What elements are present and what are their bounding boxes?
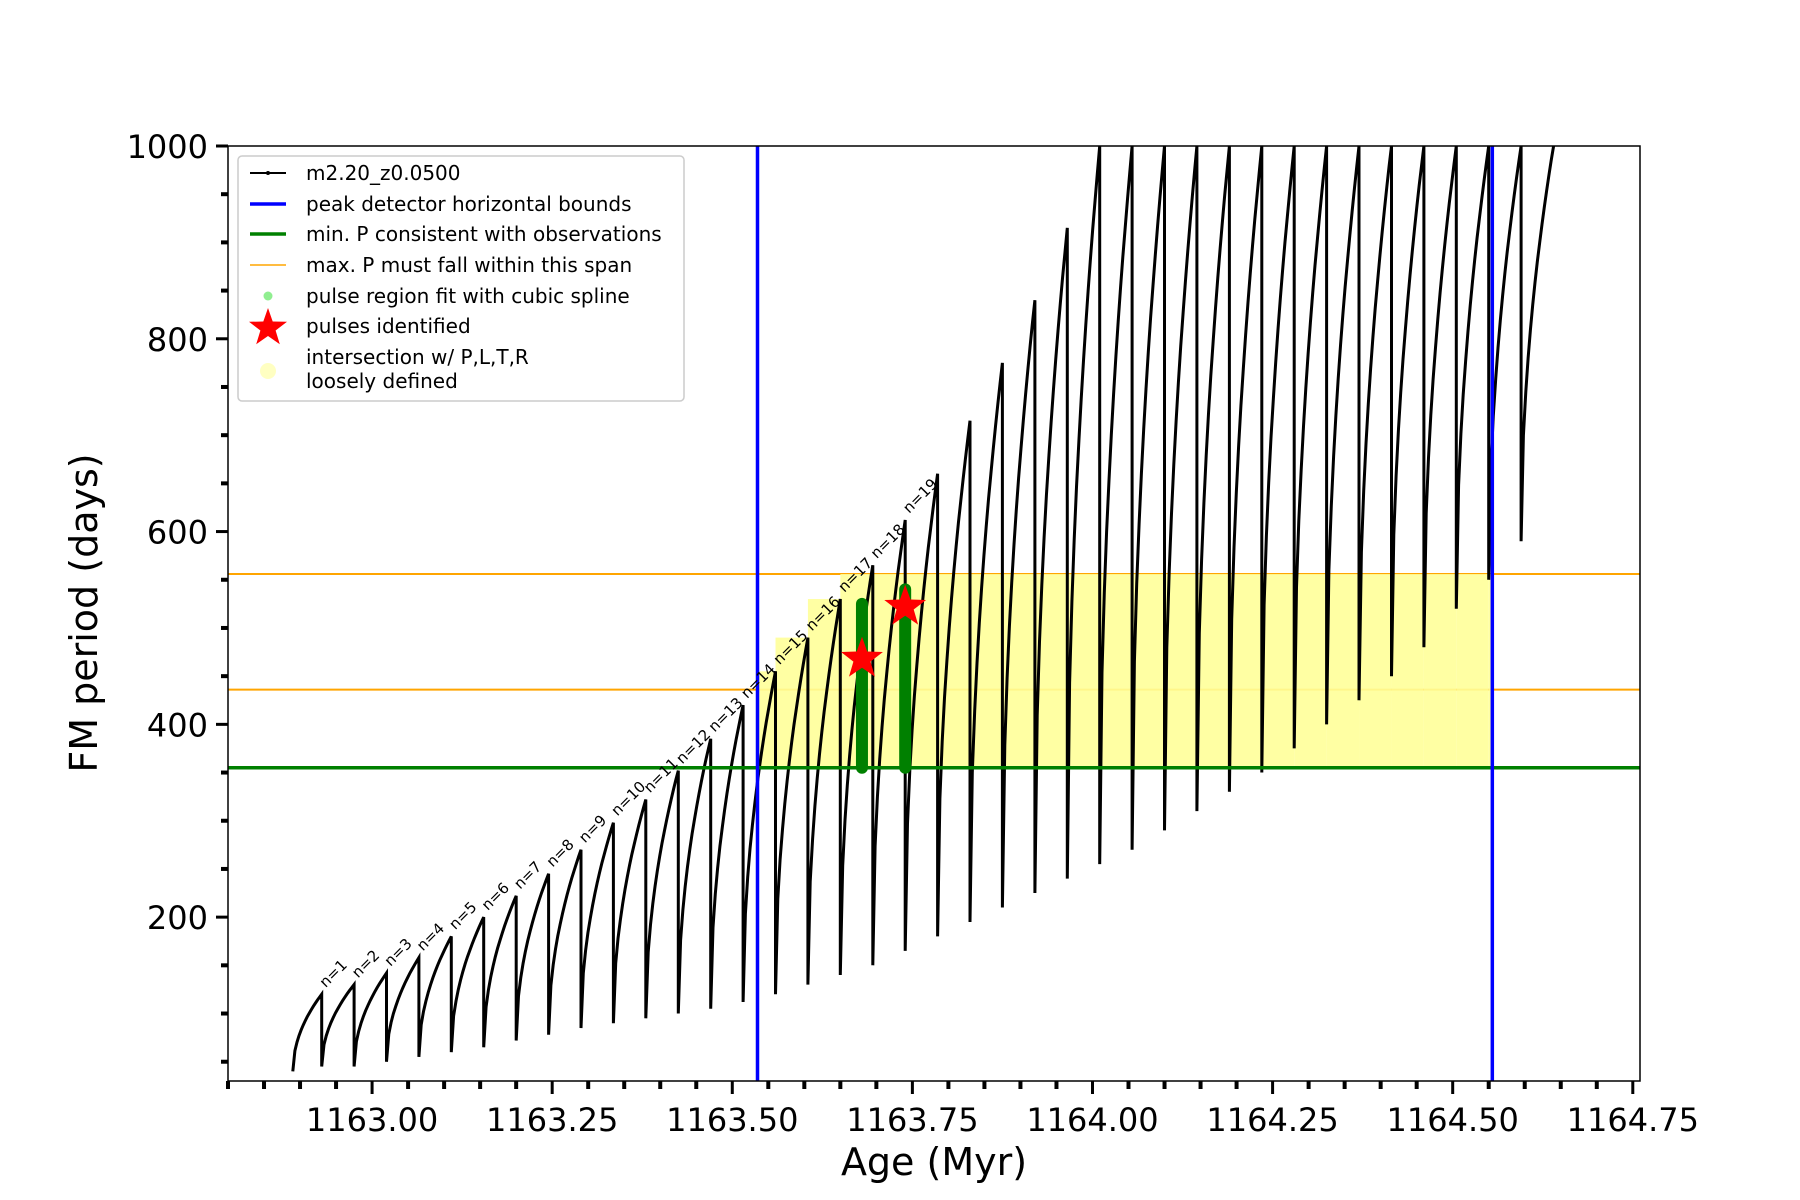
intersection-region-35 — [1391, 573, 1424, 768]
plot-frame — [227, 145, 1641, 1082]
x-tick-label: 1163.00 — [306, 1101, 438, 1139]
intersection-region-38 — [1488, 573, 1493, 768]
legend-label-maxp: max. P must fall within this span — [306, 253, 632, 277]
legend-box — [237, 155, 685, 402]
pulse-star-1 — [841, 636, 883, 677]
legend-label-spline: pulse region fit with cubic spline — [306, 284, 630, 308]
legend-label-minp: min. P consistent with observations — [306, 222, 662, 246]
pulse-star-2 — [884, 584, 927, 625]
intersection-region-29 — [1196, 573, 1230, 768]
x-tick-label: 1164.25 — [1206, 1101, 1338, 1139]
intersection-region-33 — [1326, 573, 1360, 768]
intersection-region-36 — [1423, 573, 1457, 768]
x-axis-title: Age (Myr) — [841, 1140, 1027, 1184]
x-tick-label: 1163.75 — [846, 1101, 978, 1139]
intersection-region-30 — [1229, 573, 1262, 768]
intersection-region-34 — [1359, 573, 1392, 768]
legend-label-intersect: intersection w/ P,L,T,R — [306, 345, 529, 369]
y-tick-label: 600 — [147, 514, 208, 552]
legend-label-bounds: peak detector horizontal bounds — [306, 192, 632, 216]
intersection-region-28 — [1164, 573, 1197, 768]
y-tick-label: 400 — [147, 706, 208, 744]
y-tick-label: 800 — [147, 321, 208, 359]
x-tick-label: 1163.50 — [666, 1101, 798, 1139]
axis-ticks: 1163.00 1163.25 1163.50 1163.75 1164.00 1164.… — [127, 128, 1699, 1139]
x-tick-label: 1163.25 — [486, 1101, 618, 1139]
legend-label-pulses: pulses identified — [306, 314, 471, 338]
intersection-region-32 — [1294, 573, 1327, 768]
legend-handle-pulses — [249, 308, 287, 345]
legend-handle-track-marker — [266, 171, 270, 175]
x-tick-label: 1164.75 — [1567, 1101, 1699, 1139]
x-tick-label: 1164.50 — [1387, 1101, 1519, 1139]
plot-area — [228, 146, 1640, 1081]
legend-handle-spline — [263, 291, 273, 301]
legend-label-track: m2.20_z0.0500 — [306, 161, 461, 185]
y-tick-label: 1000 — [127, 128, 208, 166]
y-tick-label: 200 — [147, 899, 208, 937]
legend-handle-intersect — [260, 363, 276, 379]
legend-label-intersect-line2: loosely defined — [306, 369, 458, 393]
y-axis-title: FM period (days) — [62, 453, 106, 772]
intersection-region-37 — [1456, 573, 1489, 768]
x-tick-label: 1164.00 — [1026, 1101, 1158, 1139]
track-line — [291, 146, 1556, 1072]
intersection-region-31 — [1261, 573, 1295, 768]
